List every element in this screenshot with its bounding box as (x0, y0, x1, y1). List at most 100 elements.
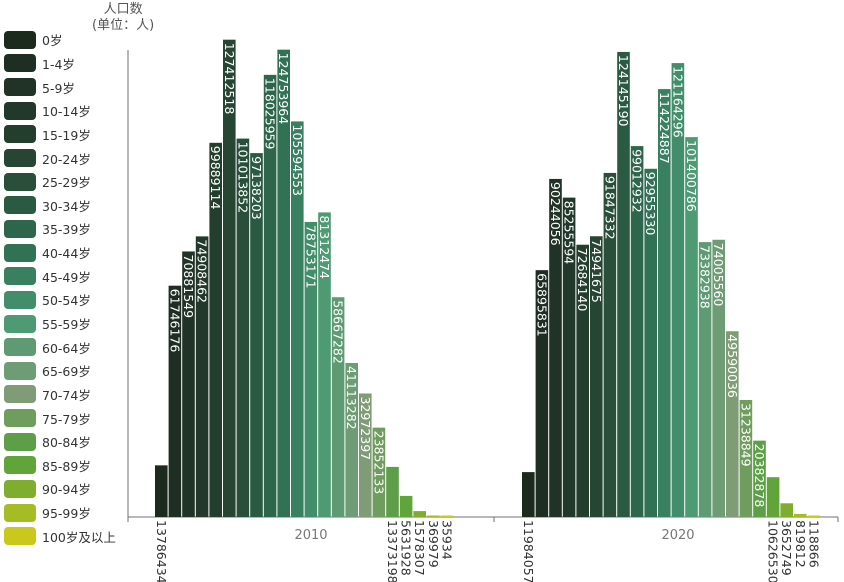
legend-item[interactable]: 1-4岁 (4, 52, 134, 76)
legend-swatch (4, 479, 36, 498)
legend-swatch (4, 172, 36, 191)
legend-label: 35-39岁 (42, 222, 91, 238)
legend-item[interactable]: 45-49岁 (4, 264, 134, 288)
bar-value-label: 78753171 (303, 225, 318, 289)
legend-label: 75-79岁 (42, 411, 91, 427)
legend-swatch (4, 314, 36, 333)
bar (644, 168, 657, 518)
bar-value-label: 819812 (793, 520, 808, 568)
bar-value-label: 74941675 (589, 239, 604, 303)
bar (372, 427, 386, 517)
legend-label: 25-29岁 (42, 175, 91, 191)
bar (590, 236, 603, 517)
bar (345, 362, 358, 517)
legend-item[interactable]: 10-14岁 (4, 99, 134, 123)
bar-value-label: 105594553 (290, 124, 305, 196)
bar (522, 472, 535, 517)
bar-value-label: 118025959 (263, 78, 278, 150)
legend-label: 85-89岁 (42, 458, 91, 474)
legend-item[interactable]: 90-94岁 (4, 477, 134, 501)
bar-value-label: 121164296 (670, 66, 685, 138)
bar-value-label: 101013852 (235, 142, 250, 214)
bar (630, 146, 644, 517)
legend-label: 95-99岁 (42, 506, 91, 522)
bar (753, 440, 766, 517)
bar (739, 399, 753, 517)
legend-item[interactable]: 25-29岁 (4, 170, 134, 194)
legend-item[interactable]: 5-9岁 (4, 75, 134, 99)
bar (155, 465, 168, 517)
bar (209, 142, 222, 517)
legend-swatch (4, 503, 36, 522)
bar-value-label: 32972397 (358, 396, 373, 460)
bar-value-label: 70881549 (181, 254, 196, 318)
legend-item[interactable]: 80-84岁 (4, 430, 134, 454)
bar (780, 503, 793, 517)
legend-item[interactable]: 15-19岁 (4, 123, 134, 147)
bar (331, 297, 345, 517)
legend-item[interactable]: 0岁 (4, 28, 134, 52)
bar-value-label: 118866 (806, 520, 821, 568)
bar-value-label: 65895831 (534, 273, 549, 337)
bar (263, 74, 277, 517)
bar (427, 515, 440, 517)
legend-item[interactable]: 55-59岁 (4, 312, 134, 336)
legend-item[interactable]: 75-79岁 (4, 406, 134, 430)
legend-swatch (4, 290, 36, 309)
legend-swatch (4, 30, 36, 49)
legend-item[interactable]: 95-99岁 (4, 501, 134, 525)
bar-value-label: 99012932 (630, 149, 645, 213)
bar (277, 49, 290, 517)
legend-swatch (4, 78, 36, 97)
legend-item[interactable]: 100岁及以上 (4, 524, 134, 548)
y-axis-label-line1: 人口数 (103, 2, 143, 17)
legend-label: 80-84岁 (42, 435, 91, 451)
bar-value-label: 13786434 (154, 520, 169, 582)
legend-item[interactable]: 30-34岁 (4, 193, 134, 217)
legend-item[interactable]: 40-44岁 (4, 241, 134, 265)
legend-swatch (4, 219, 36, 238)
legend-label: 45-49岁 (42, 269, 91, 285)
bar-value-label: 114224887 (657, 92, 672, 164)
legend-label: 60-64岁 (42, 340, 91, 356)
bar-value-label: 58667282 (331, 300, 346, 364)
legend-item[interactable]: 65-69岁 (4, 359, 134, 383)
bar (549, 178, 562, 517)
legend-item[interactable]: 50-54岁 (4, 288, 134, 312)
bar-value-label: 97138203 (249, 156, 264, 220)
bar (182, 251, 195, 518)
bar-value-label: 11984057 (521, 520, 536, 582)
bar (304, 221, 318, 517)
legend-label: 40-44岁 (42, 246, 91, 262)
legend-item[interactable]: 85-89岁 (4, 454, 134, 478)
legend-label: 55-59岁 (42, 317, 91, 332)
bar (576, 244, 589, 517)
bar-value-label: 10626530 (766, 520, 781, 582)
bar (603, 172, 617, 517)
bar-value-label: 127412518 (222, 43, 237, 115)
legend-swatch (4, 385, 36, 404)
y-axis-label: 人口数 (单位：人) (92, 2, 154, 34)
y-axis-label-line2: (单位：人) (92, 18, 155, 33)
bar (685, 137, 698, 517)
legend-label: 30-34岁 (42, 198, 91, 214)
bar (195, 236, 209, 517)
legend-item[interactable]: 35-39岁 (4, 217, 134, 241)
bar (386, 466, 399, 517)
bar-value-label: 3652749 (779, 520, 794, 576)
bar-value-label: 74005560 (711, 243, 726, 307)
legend-item[interactable]: 20-24岁 (4, 146, 134, 170)
bar (671, 63, 685, 517)
legend-label: 90-94岁 (42, 482, 91, 498)
bar (658, 89, 671, 517)
legend-swatch (4, 267, 36, 286)
bar (807, 515, 821, 517)
legend-item[interactable]: 60-64岁 (4, 335, 134, 359)
bar-value-label: 369979 (426, 520, 441, 568)
legend-item[interactable]: 70-74岁 (4, 383, 134, 407)
legend-swatch (4, 432, 36, 451)
legend: 0岁 1-4岁 5-9岁 10-14岁 15-19岁 20-24岁 25-29岁 30-34岁… (4, 28, 134, 548)
bar-value-label: 101400786 (684, 140, 699, 212)
bar-value-label: 13373198 (385, 520, 400, 582)
